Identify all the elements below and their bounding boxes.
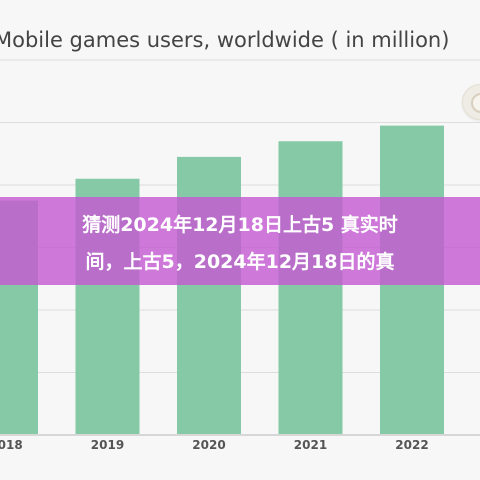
x-tick-label-2020: 2020 [192,438,225,452]
banner-text-line-2: 间，上古5，2024年12月18日的真 [85,251,395,273]
overlay-banner: 猜测2024年12月18日上古5 真实时 间，上古5，2024年12月18日的真 [0,197,480,285]
bar-2021 [278,141,343,435]
x-tick-label-2018: 2018 [0,438,23,452]
chart-menu-button[interactable] [462,84,480,120]
x-tick-label-2021: 2021 [294,438,327,452]
x-tick-label-2022: 2022 [395,438,428,452]
x-tick-label-2019: 2019 [91,438,124,452]
x-tick-labels: 2018 2019 2020 2021 2022 [0,438,429,452]
menu-icon [471,93,480,113]
chart-title: Mobile games users, worldwide ( in milli… [0,28,450,52]
banner-text-line-1: 猜测2024年12月18日上古5 真实时 [82,214,398,236]
